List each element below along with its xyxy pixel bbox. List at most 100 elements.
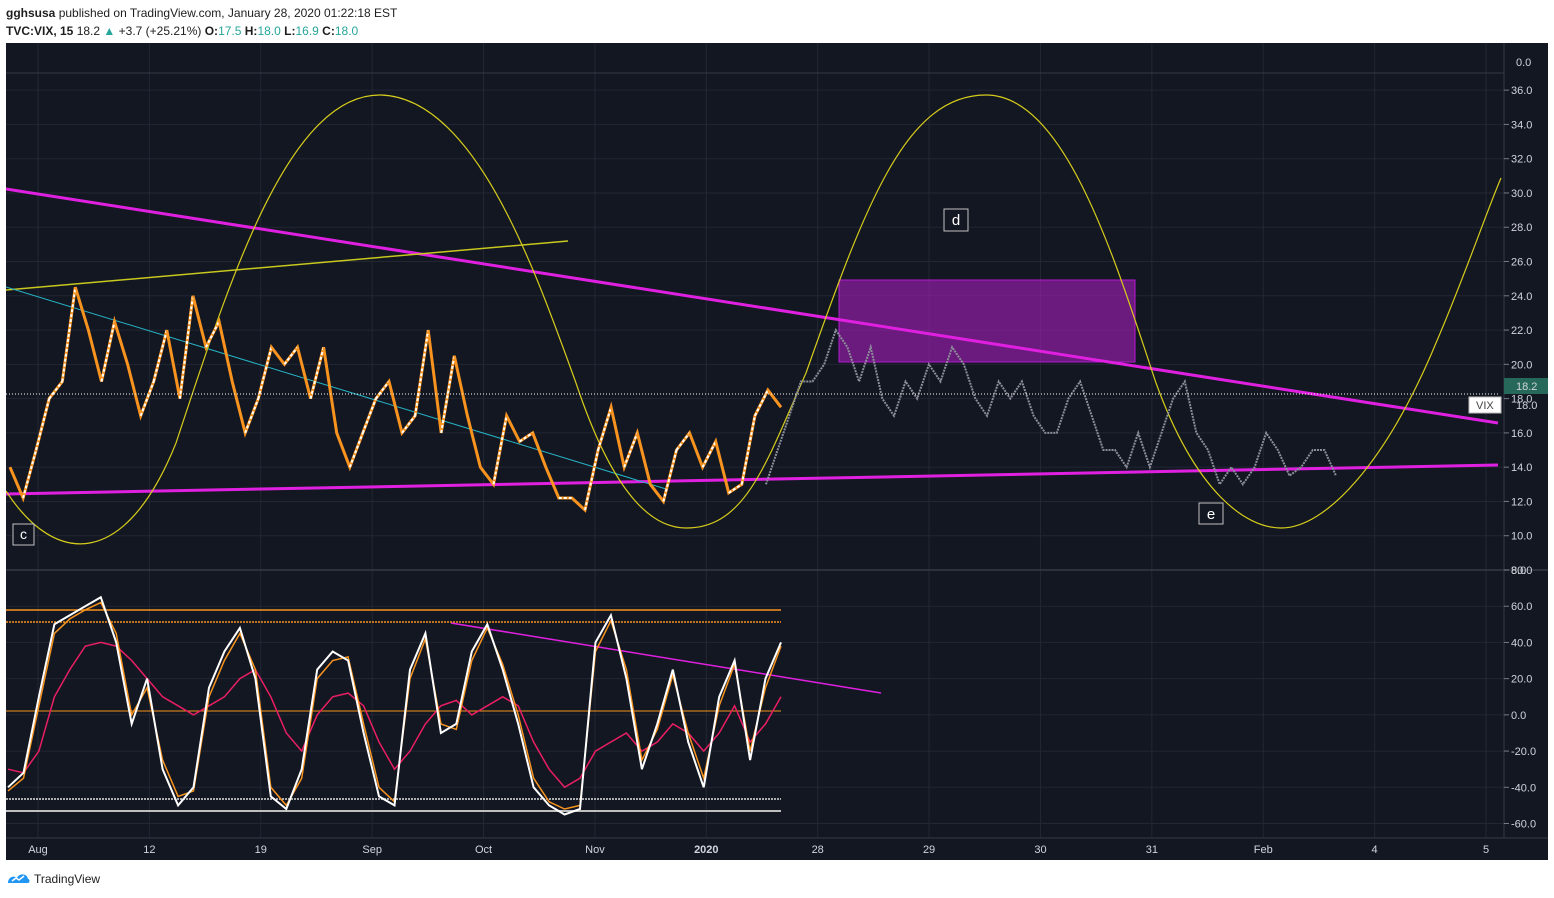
vix-price-segment	[531, 432, 547, 468]
annotation-d[interactable]: d	[943, 208, 969, 232]
vix-price-segment	[335, 432, 351, 468]
zone-rectangle[interactable]	[838, 279, 1136, 363]
vix-price-segment	[231, 381, 247, 434]
vix-price-segment	[414, 329, 430, 416]
price-tick-label: 16.0	[1511, 428, 1532, 440]
price-tick-label: 36.0	[1511, 85, 1532, 97]
symbol-name[interactable]: TVC:VIX, 15	[6, 24, 74, 38]
vix-price-segment	[492, 415, 508, 485]
vix-price-segment	[100, 321, 116, 382]
vix-price-segment	[688, 432, 704, 468]
vix-price-segment	[152, 329, 168, 382]
open-label: O:	[204, 24, 219, 38]
vix-price-segment	[740, 415, 756, 485]
vix-price-segment	[244, 398, 260, 434]
vix-price-segment	[479, 466, 495, 485]
chart-area[interactable]: c d e 8.0 10.0 12.0 14.0 16.0 18.0 20.0 22.0 24.…	[6, 43, 1548, 860]
vix-price-segment	[361, 398, 377, 434]
osc-tick-label: 0.0	[1511, 710, 1526, 722]
osc-tick-label: 80.0	[1511, 565, 1532, 577]
drawings-layer[interactable]	[6, 94, 1502, 812]
osc-tick-label: 20.0	[1511, 674, 1532, 686]
time-tick-label: 4	[1372, 844, 1378, 856]
price-tick-label: 20.0	[1511, 359, 1532, 371]
vix-price-segment	[74, 286, 90, 331]
yellow-trendline[interactable]	[6, 240, 569, 291]
vix-price-segment	[767, 389, 782, 408]
vix-price-segment	[466, 415, 482, 468]
last-price: 18.2	[76, 24, 101, 38]
sine-wave[interactable]	[6, 94, 1502, 545]
annotation-d-label: d	[952, 212, 960, 229]
upper-trendline[interactable]	[6, 187, 1499, 425]
vix-price-segment	[126, 364, 142, 417]
price-tick-label: 26.0	[1511, 257, 1532, 269]
high-value: 18.0	[257, 24, 281, 38]
tradingview-logo-icon[interactable]	[6, 871, 30, 885]
vix-price-segment	[544, 466, 560, 499]
vix-price-segment	[257, 346, 273, 399]
time-tick-label: 5	[1483, 844, 1489, 856]
vix-price-segment	[48, 380, 64, 400]
price-tick-label: 22.0	[1511, 325, 1532, 337]
vix-price-segment	[519, 432, 534, 443]
vix-price-segment	[427, 329, 443, 434]
vix-price-segment	[283, 346, 299, 365]
osc-top-axis-label: 0.0	[1516, 57, 1531, 69]
series-layer	[7, 286, 1337, 816]
price-tick-label: 10.0	[1511, 531, 1532, 543]
price-tick-label: 32.0	[1511, 154, 1532, 166]
time-tick-label: 29	[923, 844, 935, 856]
time-tick-label: Nov	[585, 844, 605, 856]
annotation-c[interactable]: c	[12, 523, 35, 546]
vix-price-segment	[322, 347, 338, 434]
oscillator-slow-line	[7, 641, 782, 789]
vix-price-segment	[662, 449, 678, 502]
publish-line: gghsusa published on TradingView.com, Ja…	[6, 6, 397, 20]
vix-price-segment	[440, 355, 456, 434]
teal-trendline[interactable]	[6, 286, 667, 490]
vix-price-segment	[571, 497, 586, 511]
osc-tick-label: -40.0	[1511, 782, 1536, 794]
price-axis-labels: 8.0 10.0 12.0 14.0 16.0 18.0 20.0 22.0 24.0 26.0 2…	[1504, 85, 1532, 577]
vix-price-segment	[270, 346, 286, 365]
vix-price-segment	[218, 321, 234, 382]
osc-tick-label: 60.0	[1511, 601, 1532, 613]
symbol-badge: VIX 18.0	[1468, 396, 1537, 414]
annotation-c-label: c	[20, 526, 27, 542]
up-arrow-icon: ▲	[103, 24, 116, 38]
grid-lines	[6, 43, 1504, 838]
vix-price-segment	[584, 449, 600, 511]
vix-price-segment	[61, 287, 77, 382]
time-tick-label: 28	[812, 844, 824, 856]
chart-canvas[interactable]: c d e 8.0 10.0 12.0 14.0 16.0 18.0 20.0 22.0 24.…	[6, 43, 1548, 860]
chart-header: gghsusa published on TradingView.com, Ja…	[6, 3, 1546, 41]
symbol-value-text: 18.0	[1516, 400, 1537, 412]
vix-price-segment	[139, 381, 155, 417]
osc-tick-label: -20.0	[1511, 746, 1536, 758]
vix-price-segment	[178, 295, 194, 399]
lower-trendline[interactable]	[6, 463, 1499, 496]
price-axis-panel[interactable]	[1504, 43, 1548, 838]
vix-price-segment	[309, 346, 325, 399]
brand-text[interactable]: TradingView	[34, 872, 101, 886]
time-axis-labels: Aug 12 19 Sep Oct Nov 2020 28 29 30 31 Feb 4 5	[28, 844, 1489, 856]
oscillator-fast-line	[7, 595, 782, 816]
author-name[interactable]: gghsusa	[6, 6, 56, 20]
oscillator-axis-labels: 80.0 60.0 40.0 20.0 0.0 -20.0 -40.0 -60.0	[1504, 565, 1536, 831]
oscillator-trendline[interactable]	[450, 622, 882, 694]
vix-price-segment	[597, 406, 613, 451]
vix-price-segment	[9, 466, 25, 499]
vix-price-segment	[623, 432, 639, 468]
low-value: 16.9	[295, 24, 319, 38]
price-tick-label: 30.0	[1511, 188, 1532, 200]
publish-info: published on TradingView.com, January 28…	[58, 6, 398, 20]
time-tick-label: 31	[1146, 844, 1158, 856]
price-tick-label: 8.0	[1511, 565, 1526, 577]
price-tick-label: 14.0	[1511, 462, 1532, 474]
osc-tick-label: -60.0	[1511, 819, 1536, 831]
price-tick-label: 18.0	[1511, 394, 1532, 406]
vix-price-segment	[728, 483, 743, 494]
annotation-e[interactable]: e	[1198, 502, 1224, 525]
annotation-e-label: e	[1207, 506, 1215, 523]
